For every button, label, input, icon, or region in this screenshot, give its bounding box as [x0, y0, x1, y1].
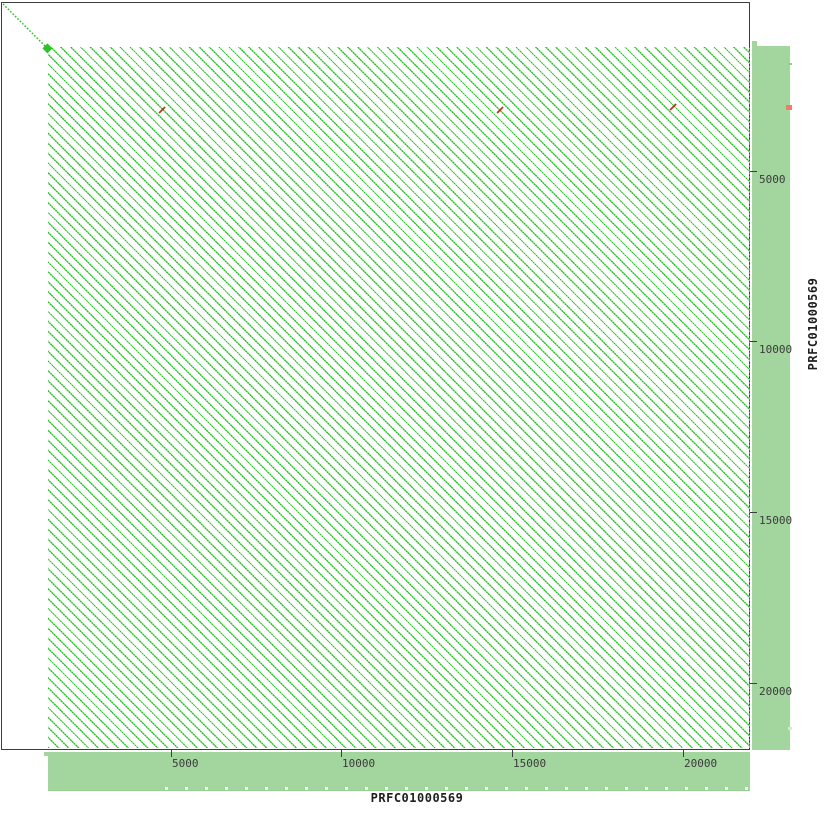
reverse-match-mark	[158, 106, 166, 114]
x-tick-label: 5000	[172, 757, 199, 770]
tandem-repeat-hatch	[48, 47, 750, 748]
y-axis-title: PRFC01000569	[806, 277, 820, 371]
y-tick-mark	[750, 171, 757, 172]
sequence-bar-mark	[786, 105, 792, 110]
x-tick-label: 10000	[342, 757, 376, 770]
y-tick-label: 15000	[759, 514, 793, 527]
sequence-bar-right-step	[752, 41, 757, 47]
sequence-bar-bottom-step	[44, 752, 49, 756]
x-tick-label: 20000	[684, 757, 718, 770]
reverse-match-mark	[669, 103, 677, 111]
match-overlay-svg	[2, 3, 677, 114]
y-tick-label: 10000	[759, 343, 793, 356]
x-tick-mark	[171, 750, 172, 757]
y-tick-mark	[750, 683, 757, 684]
y-tick-mark	[750, 512, 757, 513]
x-tick-mark	[512, 750, 513, 757]
plot-frame	[1, 2, 750, 750]
sequence-bar-edge-marks	[148, 787, 750, 790]
x-tick-mark	[341, 750, 342, 757]
y-tick-label: 20000	[759, 685, 793, 698]
leader-blob	[42, 43, 53, 54]
sequence-bar-mark	[788, 63, 792, 65]
y-tick-mark	[750, 341, 757, 342]
x-tick-mark	[683, 750, 684, 757]
unique-leader-diagonal	[2, 3, 47, 48]
x-axis-title: PRFC01000569	[370, 791, 464, 805]
x-tick-label: 15000	[513, 757, 547, 770]
sequence-bar-right	[752, 46, 790, 750]
y-tick-label: 5000	[759, 173, 786, 186]
sequence-bar-bottom	[48, 752, 750, 791]
reverse-match-mark	[496, 106, 504, 114]
sequence-bar-mark	[788, 727, 792, 730]
